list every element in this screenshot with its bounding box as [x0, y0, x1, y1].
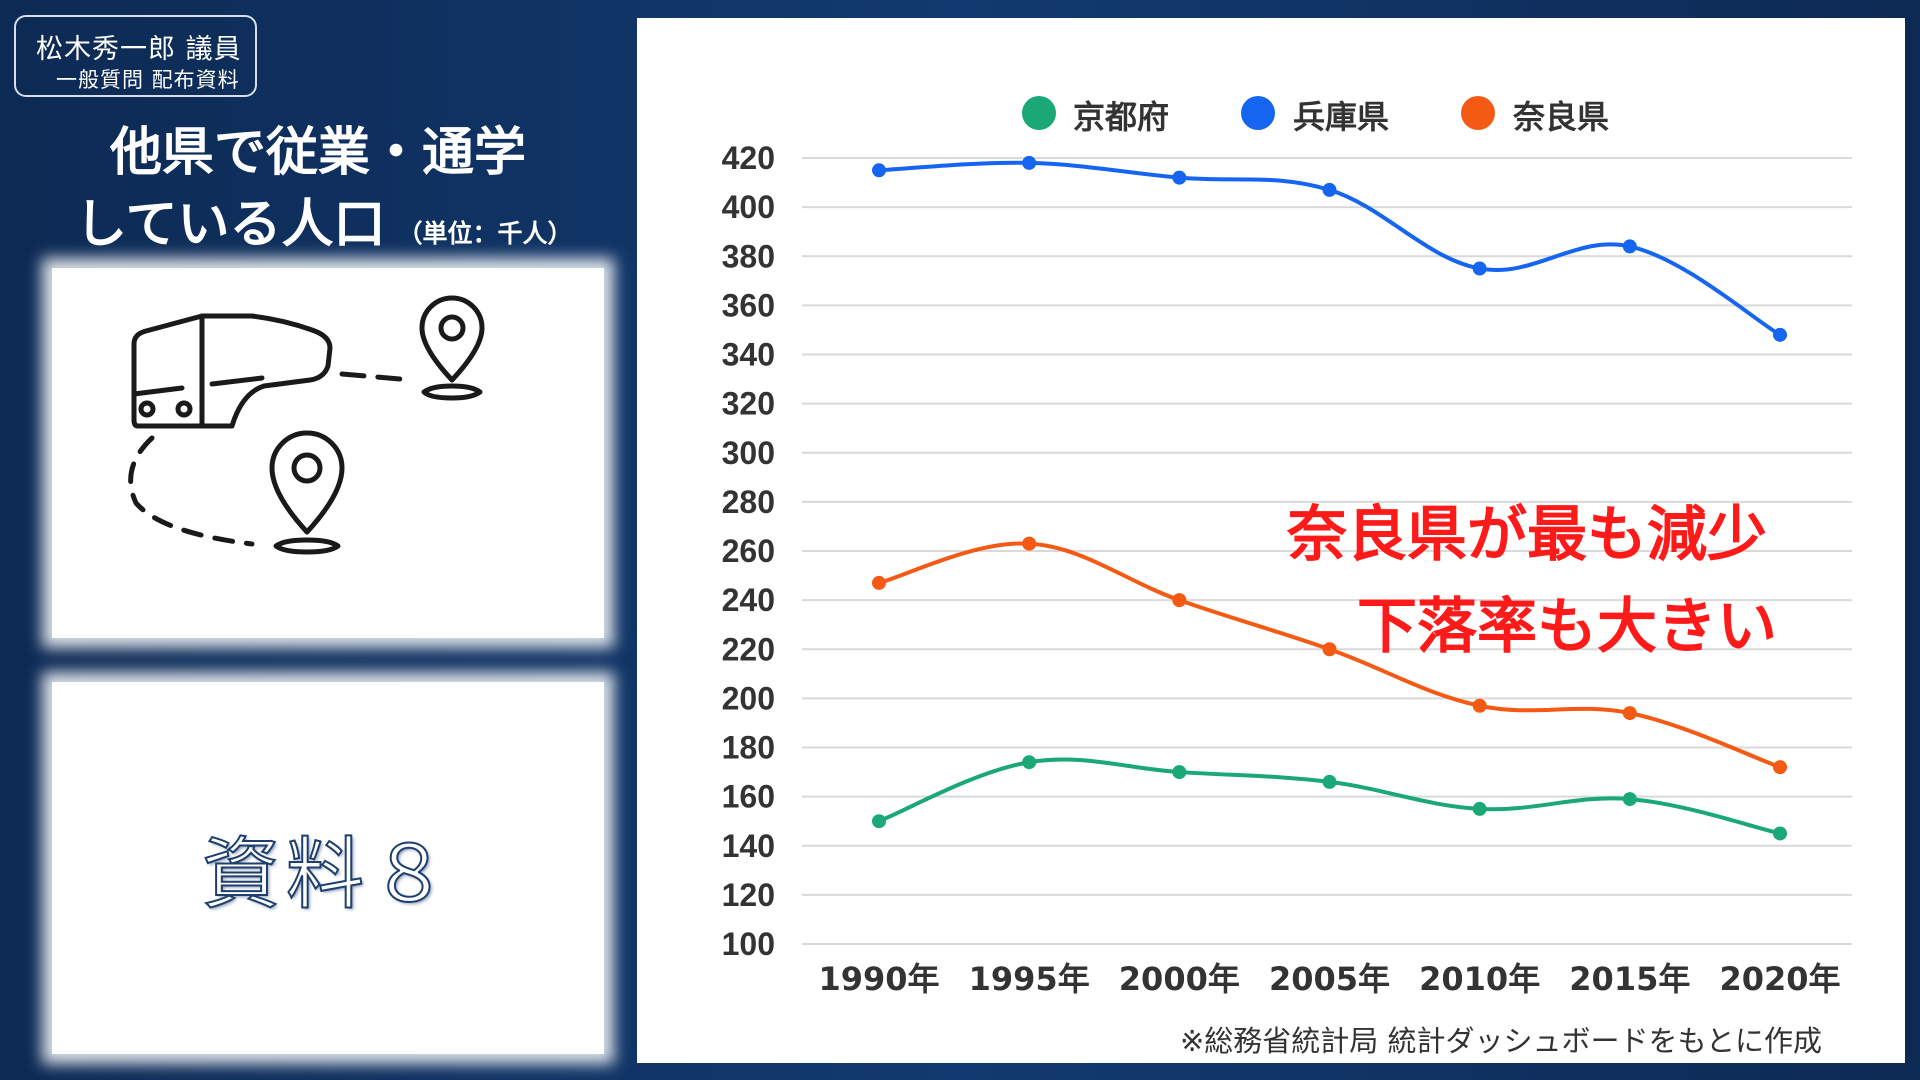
data-point — [1022, 155, 1037, 170]
y-tick-label: 400 — [722, 189, 775, 225]
legend-label-hyogo: 兵庫県 — [1293, 98, 1390, 136]
legend-label-nara: 奈良県 — [1513, 98, 1610, 136]
title-line-1: 他県で従業・通学 — [110, 123, 527, 183]
data-point — [1172, 593, 1187, 608]
y-tick-label: 200 — [722, 680, 775, 716]
y-tick-label: 300 — [722, 435, 775, 471]
y-tick-label: 100 — [722, 926, 775, 962]
data-point — [1773, 760, 1787, 775]
data-point — [1773, 826, 1787, 841]
y-tick-label: 260 — [722, 533, 775, 569]
x-tick-label: 2010年 — [1419, 960, 1540, 998]
bus-route-icon — [128, 295, 485, 555]
line-chart: 420 400 380 360 340 320 300 280 260 240 220 200 180 1… — [722, 140, 1852, 998]
y-tick-label: 340 — [722, 337, 775, 373]
data-point — [1622, 792, 1637, 807]
y-tick-label: 280 — [722, 484, 775, 520]
data-point — [1172, 170, 1187, 185]
legend-dot-hyogo — [1241, 96, 1275, 130]
x-tick-label: 1995年 — [969, 960, 1090, 998]
y-tick-label: 420 — [722, 140, 775, 176]
material-label: 資料８ — [201, 829, 454, 921]
callout-line-2: 下落率も大きい — [1357, 592, 1777, 662]
speaker-badge: 松木秀一郎 議員 一般質問 配布資料 — [14, 15, 257, 97]
x-tick-label: 2020年 — [1719, 960, 1840, 998]
x-tick-label: 2000年 — [1119, 960, 1240, 998]
y-tick-label: 180 — [722, 730, 775, 766]
y-tick-label: 360 — [722, 287, 775, 323]
data-point — [1773, 327, 1787, 342]
data-point — [1322, 774, 1337, 789]
chart-panel: 420 400 380 360 340 320 300 280 260 240 220 200 180 1… — [637, 18, 1905, 1063]
data-point — [1622, 706, 1637, 721]
data-point — [1622, 239, 1637, 254]
y-tick-label: 380 — [722, 238, 775, 274]
data-point — [872, 163, 886, 178]
data-point — [872, 575, 886, 590]
data-point — [1322, 182, 1337, 197]
badge-speaker-name: 松木秀一郎 議員 — [36, 34, 242, 65]
x-tick-label: 2005年 — [1269, 960, 1390, 998]
badge-subtitle: 一般質問 配布資料 — [56, 68, 240, 92]
callout-line-1: 奈良県が最も減少 — [1287, 500, 1767, 570]
y-tick-label: 240 — [722, 582, 775, 618]
data-point — [1172, 765, 1187, 780]
legend-dot-nara — [1461, 96, 1495, 130]
legend-label-kyoto: 京都府 — [1073, 98, 1170, 136]
data-point — [1022, 536, 1037, 551]
data-point — [1322, 642, 1337, 657]
data-point — [1022, 755, 1037, 770]
x-tick-label: 2015年 — [1569, 960, 1690, 998]
illustration-card — [52, 268, 604, 638]
title-line-2-text: している人口 — [75, 195, 386, 255]
source-footnote: ※総務省統計局 統計ダッシュボードをもとに作成 — [1180, 1024, 1822, 1058]
y-tick-label: 160 — [722, 779, 775, 815]
legend-dot-kyoto — [1022, 96, 1056, 130]
title-line-2: している人口 （単位：千人） — [75, 182, 572, 257]
data-point — [1472, 261, 1487, 276]
data-point — [1472, 801, 1487, 816]
title-unit: （単位：千人） — [397, 219, 573, 248]
x-tick-label: 1990年 — [818, 960, 939, 998]
y-tick-label: 320 — [722, 386, 775, 422]
data-point — [1472, 698, 1487, 713]
y-tick-label: 120 — [722, 877, 775, 913]
y-tick-label: 140 — [722, 828, 775, 864]
data-point — [872, 814, 886, 829]
material-label-card: 資料８ — [52, 682, 604, 1054]
y-tick-label: 220 — [722, 631, 775, 667]
